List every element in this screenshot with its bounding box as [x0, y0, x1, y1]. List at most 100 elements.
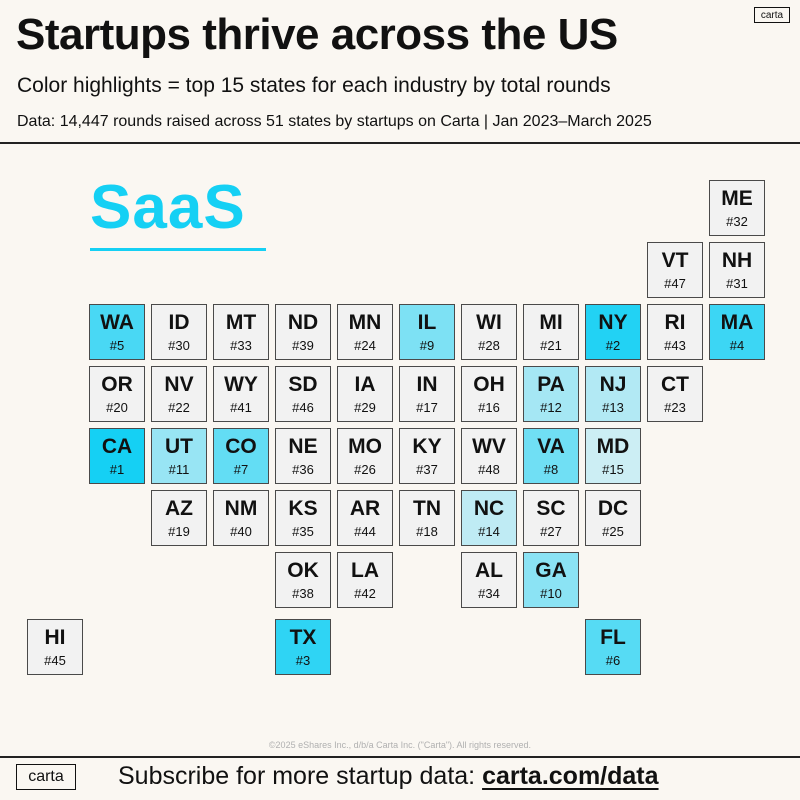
- state-rank: #48: [478, 461, 500, 477]
- state-abbr: AR: [349, 496, 381, 520]
- state-abbr: SC: [536, 496, 566, 520]
- state-tile-ct: CT #23: [647, 366, 703, 422]
- state-abbr: MO: [348, 434, 382, 458]
- industry-underline: [90, 248, 266, 251]
- state-rank: #40: [230, 523, 252, 539]
- state-abbr: WI: [476, 310, 502, 334]
- state-tile-hi: HI #45: [27, 619, 83, 675]
- state-abbr: NC: [473, 496, 505, 520]
- state-tile-md: MD #15: [585, 428, 641, 484]
- state-abbr: GA: [535, 558, 567, 582]
- state-rank: #32: [726, 213, 748, 229]
- state-abbr: FL: [600, 625, 626, 649]
- state-abbr: MT: [225, 310, 257, 334]
- state-tile-nd: ND #39: [275, 304, 331, 360]
- state-tile-tx: TX #3: [275, 619, 331, 675]
- state-abbr: IA: [354, 372, 376, 396]
- state-rank: #6: [605, 652, 621, 668]
- state-rank: #36: [292, 461, 314, 477]
- state-tile-sc: SC #27: [523, 490, 579, 546]
- state-tile-al: AL #34: [461, 552, 517, 608]
- state-abbr: OK: [287, 558, 319, 582]
- subscribe-cta: Subscribe for more startup data: carta.c…: [118, 762, 659, 791]
- state-tile-ny: NY #2: [585, 304, 641, 360]
- state-rank: #19: [168, 523, 190, 539]
- state-tile-ar: AR #44: [337, 490, 393, 546]
- state-abbr: MD: [596, 434, 630, 458]
- footer-divider: [0, 756, 800, 758]
- state-abbr: VT: [661, 248, 689, 272]
- state-abbr: CA: [101, 434, 133, 458]
- state-rank: #43: [664, 337, 686, 353]
- state-tile-nj: NJ #13: [585, 366, 641, 422]
- state-rank: #5: [109, 337, 125, 353]
- state-tile-la: LA #42: [337, 552, 393, 608]
- state-abbr: OR: [101, 372, 133, 396]
- state-rank: #35: [292, 523, 314, 539]
- state-rank: #20: [106, 399, 128, 415]
- state-rank: #33: [230, 337, 252, 353]
- state-abbr: PA: [537, 372, 565, 396]
- state-rank: #11: [168, 461, 190, 477]
- page-title: Startups thrive across the US: [16, 10, 618, 59]
- state-tile-mo: MO #26: [337, 428, 393, 484]
- state-abbr: MI: [539, 310, 563, 334]
- state-rank: #3: [295, 652, 311, 668]
- state-tile-ne: NE #36: [275, 428, 331, 484]
- state-tile-dc: DC #25: [585, 490, 641, 546]
- state-tile-ky: KY #37: [399, 428, 455, 484]
- state-abbr: MA: [720, 310, 754, 334]
- state-tile-tn: TN #18: [399, 490, 455, 546]
- state-tile-fl: FL #6: [585, 619, 641, 675]
- state-tile-ut: UT #11: [151, 428, 207, 484]
- state-abbr: ID: [168, 310, 190, 334]
- state-rank: #23: [664, 399, 686, 415]
- state-tile-nc: NC #14: [461, 490, 517, 546]
- state-abbr: IN: [416, 372, 438, 396]
- state-rank: #7: [233, 461, 249, 477]
- state-rank: #47: [664, 275, 686, 291]
- state-tile-nv: NV #22: [151, 366, 207, 422]
- state-rank: #25: [602, 523, 624, 539]
- state-abbr: NJ: [599, 372, 627, 396]
- state-tile-or: OR #20: [89, 366, 145, 422]
- state-rank: #28: [478, 337, 500, 353]
- state-tile-va: VA #8: [523, 428, 579, 484]
- state-abbr: HI: [44, 625, 66, 649]
- state-tile-ia: IA #29: [337, 366, 393, 422]
- state-abbr: KS: [288, 496, 318, 520]
- state-abbr: NH: [721, 248, 753, 272]
- state-abbr: NE: [288, 434, 318, 458]
- state-tile-il: IL #9: [399, 304, 455, 360]
- state-rank: #16: [478, 399, 500, 415]
- state-abbr: TX: [289, 625, 317, 649]
- state-rank: #34: [478, 585, 500, 601]
- state-tile-az: AZ #19: [151, 490, 207, 546]
- state-tile-co: CO #7: [213, 428, 269, 484]
- state-rank: #39: [292, 337, 314, 353]
- state-abbr: WV: [472, 434, 506, 458]
- carta-data-link[interactable]: carta.com/data: [482, 762, 659, 790]
- carta-logo-footer: carta: [16, 764, 76, 790]
- state-rank: #12: [540, 399, 562, 415]
- state-rank: #45: [44, 652, 66, 668]
- state-abbr: RI: [664, 310, 686, 334]
- state-abbr: MN: [348, 310, 382, 334]
- state-rank: #26: [354, 461, 376, 477]
- state-rank: #44: [354, 523, 376, 539]
- state-rank: #21: [540, 337, 562, 353]
- state-abbr: UT: [165, 434, 193, 458]
- state-tile-id: ID #30: [151, 304, 207, 360]
- state-tile-in: IN #17: [399, 366, 455, 422]
- state-tile-ks: KS #35: [275, 490, 331, 546]
- state-rank: #9: [419, 337, 435, 353]
- state-rank: #29: [354, 399, 376, 415]
- state-abbr: ME: [721, 186, 753, 210]
- state-tile-mn: MN #24: [337, 304, 393, 360]
- state-rank: #38: [292, 585, 314, 601]
- state-rank: #14: [478, 523, 500, 539]
- state-rank: #18: [416, 523, 438, 539]
- state-rank: #37: [416, 461, 438, 477]
- state-abbr: NY: [598, 310, 628, 334]
- state-rank: #2: [605, 337, 621, 353]
